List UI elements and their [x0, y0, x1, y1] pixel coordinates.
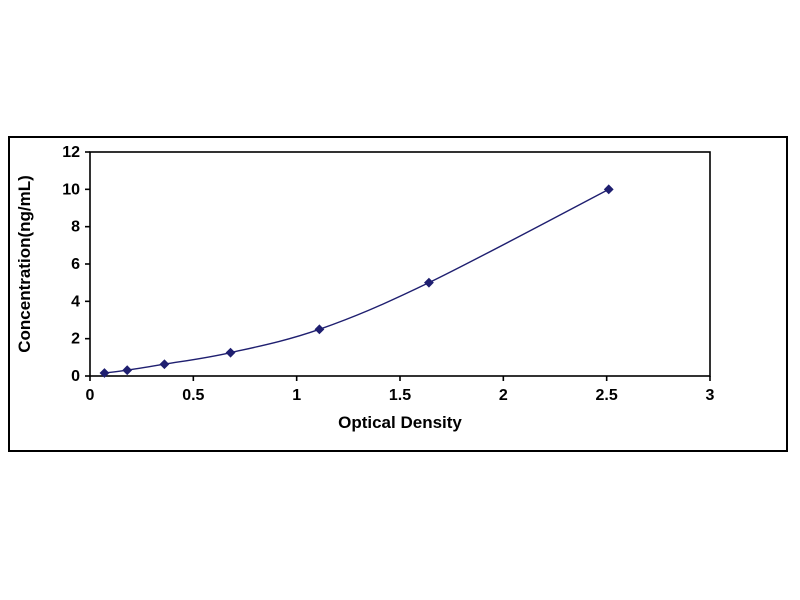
plot-frame: [89, 151, 711, 377]
x-tick-label: 0: [86, 387, 95, 404]
x-tick-label: 0.5: [182, 387, 204, 404]
y-tick-label: 6: [71, 256, 80, 273]
data-point-marker: [424, 277, 434, 288]
standard-curve-chart: 0 0.5 1 1.5 2 2.5 3 0 2 4 6 8 10 12 Optical Density Con…: [15, 144, 715, 432]
y-tick-label: 4: [71, 293, 80, 310]
data-point-marker: [314, 324, 325, 335]
y-tick-label: 2: [71, 331, 80, 348]
y-tick-label: 8: [71, 219, 80, 236]
x-tick-label: 3: [706, 387, 715, 404]
y-axis-label: Concentration(ng/mL): [15, 175, 34, 353]
data-point-marker: [159, 359, 170, 370]
x-tick-label: 1.5: [389, 387, 411, 404]
y-tick-label: 12: [62, 144, 80, 161]
x-tick-label: 1: [292, 387, 301, 404]
chart-frame: 0 0.5 1 1.5 2 2.5 3 0 2 4 6 8 10 12 Optical Density Con…: [8, 136, 788, 452]
data-point-marker: [99, 368, 110, 378]
x-tick-label: 2: [499, 387, 508, 404]
y-tick-label: 10: [62, 181, 80, 198]
y-tick-label: 0: [71, 368, 80, 385]
curve-line: [104, 188, 610, 374]
data-point-marker: [122, 365, 133, 376]
x-axis-label: Optical Density: [338, 413, 462, 432]
data-point-marker: [603, 184, 614, 195]
data-point-marker: [225, 347, 236, 358]
x-tick-label: 2.5: [596, 387, 618, 404]
